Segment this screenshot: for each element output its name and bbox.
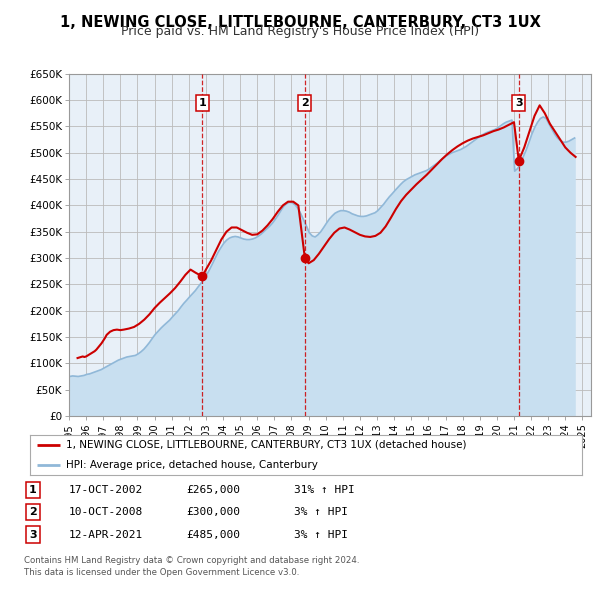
Text: Price paid vs. HM Land Registry's House Price Index (HPI): Price paid vs. HM Land Registry's House … <box>121 25 479 38</box>
Text: 3: 3 <box>29 530 37 539</box>
Text: 3: 3 <box>515 98 523 108</box>
Text: £485,000: £485,000 <box>186 530 240 539</box>
Text: £300,000: £300,000 <box>186 507 240 517</box>
Text: 10-OCT-2008: 10-OCT-2008 <box>69 507 143 517</box>
Text: 3% ↑ HPI: 3% ↑ HPI <box>294 507 348 517</box>
Text: 1: 1 <box>199 98 206 108</box>
Text: 2: 2 <box>301 98 309 108</box>
Text: This data is licensed under the Open Government Licence v3.0.: This data is licensed under the Open Gov… <box>24 568 299 577</box>
Text: 12-APR-2021: 12-APR-2021 <box>69 530 143 539</box>
Text: HPI: Average price, detached house, Canterbury: HPI: Average price, detached house, Cant… <box>66 460 318 470</box>
Text: 17-OCT-2002: 17-OCT-2002 <box>69 485 143 494</box>
Text: Contains HM Land Registry data © Crown copyright and database right 2024.: Contains HM Land Registry data © Crown c… <box>24 556 359 565</box>
Text: 3% ↑ HPI: 3% ↑ HPI <box>294 530 348 539</box>
Text: £265,000: £265,000 <box>186 485 240 494</box>
Text: 2: 2 <box>29 507 37 517</box>
Text: 1, NEWING CLOSE, LITTLEBOURNE, CANTERBURY, CT3 1UX (detached house): 1, NEWING CLOSE, LITTLEBOURNE, CANTERBUR… <box>66 440 466 450</box>
Text: 31% ↑ HPI: 31% ↑ HPI <box>294 485 355 494</box>
Text: 1, NEWING CLOSE, LITTLEBOURNE, CANTERBURY, CT3 1UX: 1, NEWING CLOSE, LITTLEBOURNE, CANTERBUR… <box>59 15 541 30</box>
Text: 1: 1 <box>29 485 37 494</box>
